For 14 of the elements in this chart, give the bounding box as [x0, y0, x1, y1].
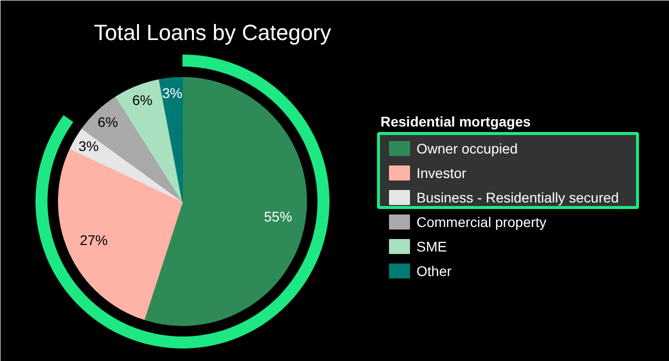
legend-label: Investor: [416, 165, 467, 181]
data-label: 6%: [98, 114, 118, 130]
legend-label: Owner occupied: [416, 140, 518, 156]
legend-label: Commercial property: [416, 214, 546, 230]
data-label: 3%: [162, 84, 182, 101]
data-label: 27%: [80, 232, 108, 248]
legend-title: Residential mortgages: [380, 114, 531, 130]
data-label: 6%: [132, 92, 152, 108]
data-label: 55%: [264, 208, 292, 225]
data-label: 3%: [78, 138, 99, 154]
chart-title: Total Loans by Category: [94, 20, 332, 45]
legend-label: SME: [416, 238, 447, 254]
legend-label: Other: [416, 263, 452, 279]
legend-label: Business - Residentially secured: [416, 190, 619, 206]
